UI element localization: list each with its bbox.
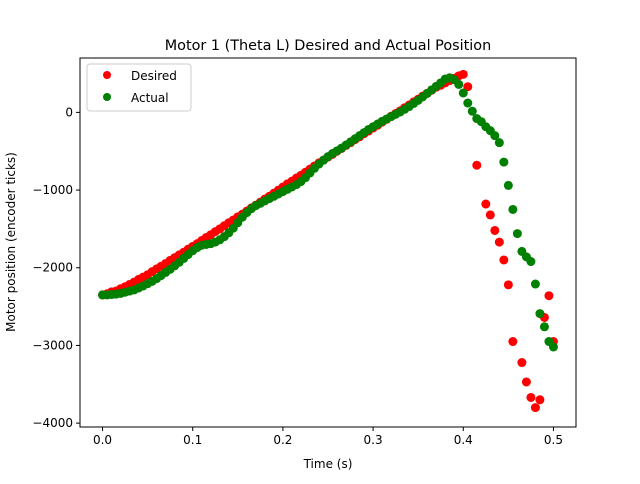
legend-marker-actual	[103, 93, 111, 101]
plot-frame	[79, 57, 577, 428]
x-axis-label: Time (s)	[303, 457, 353, 471]
legend-label-actual: Actual	[131, 91, 169, 105]
y-tick-label: 0	[65, 105, 73, 119]
y-axis-label: Motor position (encoder ticks)	[4, 152, 18, 332]
data-point-desired	[521, 377, 531, 387]
data-point-desired	[526, 392, 536, 402]
data-point-actual	[508, 204, 518, 214]
data-point-actual	[458, 88, 468, 98]
data-point-desired	[485, 210, 495, 220]
plot-marks	[98, 69, 558, 413]
data-point-actual	[503, 180, 513, 190]
data-point-desired	[499, 255, 509, 265]
data-point-actual	[490, 131, 500, 141]
data-point-desired	[508, 337, 518, 347]
data-point-desired	[535, 395, 545, 405]
data-point-actual	[548, 342, 558, 352]
data-point-desired	[530, 403, 540, 413]
data-point-actual	[494, 138, 504, 148]
x-axis-ticks: 0.0 0.1 0.2 0.3 0.4 0.5	[93, 427, 563, 447]
data-point-actual	[530, 279, 540, 289]
y-axis-ticks: −4000 −3000 −2000 −1000 0	[32, 105, 80, 430]
x-tick-label: 0.5	[544, 433, 563, 447]
x-tick-label: 0.4	[454, 433, 473, 447]
data-point-desired	[503, 280, 513, 290]
data-point-desired	[490, 225, 500, 235]
x-tick-label: 0.3	[364, 433, 383, 447]
data-point-desired	[494, 237, 504, 247]
data-point-actual	[535, 309, 545, 319]
data-point-actual	[512, 229, 522, 239]
data-point-desired	[458, 69, 468, 79]
legend-marker-desired	[103, 71, 111, 79]
data-point-desired	[463, 82, 473, 92]
legend-label-desired: Desired	[131, 69, 177, 83]
data-point-desired	[481, 199, 491, 209]
data-point-actual	[467, 106, 477, 116]
x-tick-label: 0.2	[273, 433, 292, 447]
data-point-actual	[454, 79, 464, 89]
data-point-desired	[517, 358, 527, 368]
data-point-desired	[472, 160, 482, 170]
x-tick-label: 0.0	[93, 433, 112, 447]
y-tick-label: −4000	[32, 416, 73, 430]
legend-frame	[86, 63, 192, 112]
data-point-actual	[539, 322, 549, 332]
x-tick-label: 0.1	[183, 433, 202, 447]
y-tick-label: −2000	[32, 261, 73, 275]
data-point-desired	[544, 291, 554, 301]
legend: Desired Actual	[86, 63, 192, 112]
data-point-actual	[499, 157, 509, 167]
y-tick-label: −1000	[32, 183, 73, 197]
data-point-actual	[463, 98, 473, 108]
chart-title: Motor 1 (Theta L) Desired and Actual Pos…	[165, 38, 491, 54]
y-tick-label: −3000	[32, 338, 73, 352]
data-point-actual	[526, 257, 536, 267]
